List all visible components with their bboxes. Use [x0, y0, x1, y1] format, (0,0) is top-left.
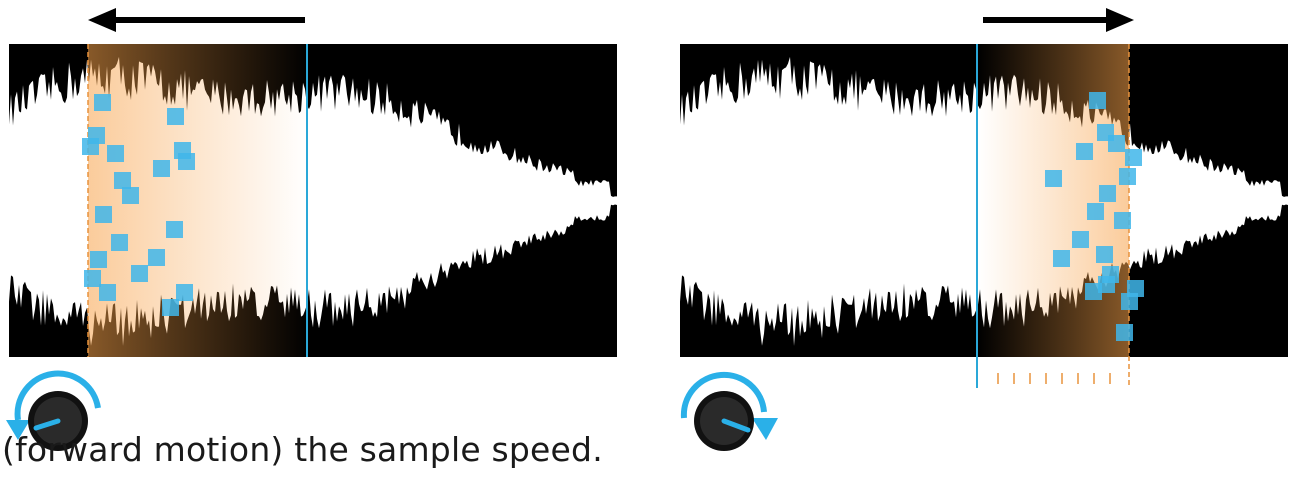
grains-left: [82, 94, 195, 316]
grain-square: [114, 172, 131, 189]
grain-square: [153, 160, 170, 177]
grains-right: [1045, 92, 1144, 341]
arrowhead-icon: [752, 418, 778, 440]
caption-text: (forward motion) the sample speed.: [2, 430, 603, 469]
speed-knob-right[interactable]: [680, 371, 778, 451]
grain-square: [94, 94, 111, 111]
grain-square: [1119, 168, 1136, 185]
arrowhead-icon: [6, 420, 30, 440]
grain-square: [166, 221, 183, 238]
grain-square: [1085, 283, 1102, 300]
grain-square: [148, 249, 165, 266]
motion-arrow-right: [983, 8, 1134, 32]
grain-square: [1045, 170, 1062, 187]
grain-square: [1125, 149, 1142, 166]
motion-arrow-left: [88, 8, 305, 32]
grain-square: [1087, 203, 1104, 220]
grain-square: [178, 153, 195, 170]
grain-square: [1089, 92, 1106, 109]
grain-square: [99, 284, 116, 301]
counter-clockwise-arrow-icon: [14, 370, 101, 421]
grain-square: [107, 145, 124, 162]
grain-square: [1072, 231, 1089, 248]
grain-square: [1114, 212, 1131, 229]
grain-square: [1076, 143, 1093, 160]
grain-square: [82, 138, 99, 155]
grain-square: [1116, 324, 1133, 341]
grain-square: [1127, 280, 1144, 297]
grain-window-glow-left: [88, 44, 308, 357]
clockwise-arrow-icon: [680, 371, 767, 419]
grain-ticks-right: [997, 373, 1111, 384]
left-panel: [6, 8, 617, 451]
knob-indicator: [33, 418, 61, 431]
grain-square: [1098, 276, 1115, 293]
grain-square: [122, 187, 139, 204]
grain-square: [162, 299, 179, 316]
grain-square: [1099, 185, 1116, 202]
grain-square: [1053, 250, 1070, 267]
right-panel: [680, 8, 1288, 451]
speed-knob-left[interactable]: [6, 370, 101, 451]
grain-square: [90, 251, 107, 268]
grain-square: [1096, 246, 1113, 263]
grain-square: [131, 265, 148, 282]
grain-square: [84, 270, 101, 287]
grain-square: [176, 284, 193, 301]
grain-square: [111, 234, 128, 251]
grain-square: [1108, 135, 1125, 152]
grain-square: [1121, 293, 1138, 310]
grain-square: [167, 108, 184, 125]
grain-square: [95, 206, 112, 223]
knob-indicator: [721, 418, 751, 433]
